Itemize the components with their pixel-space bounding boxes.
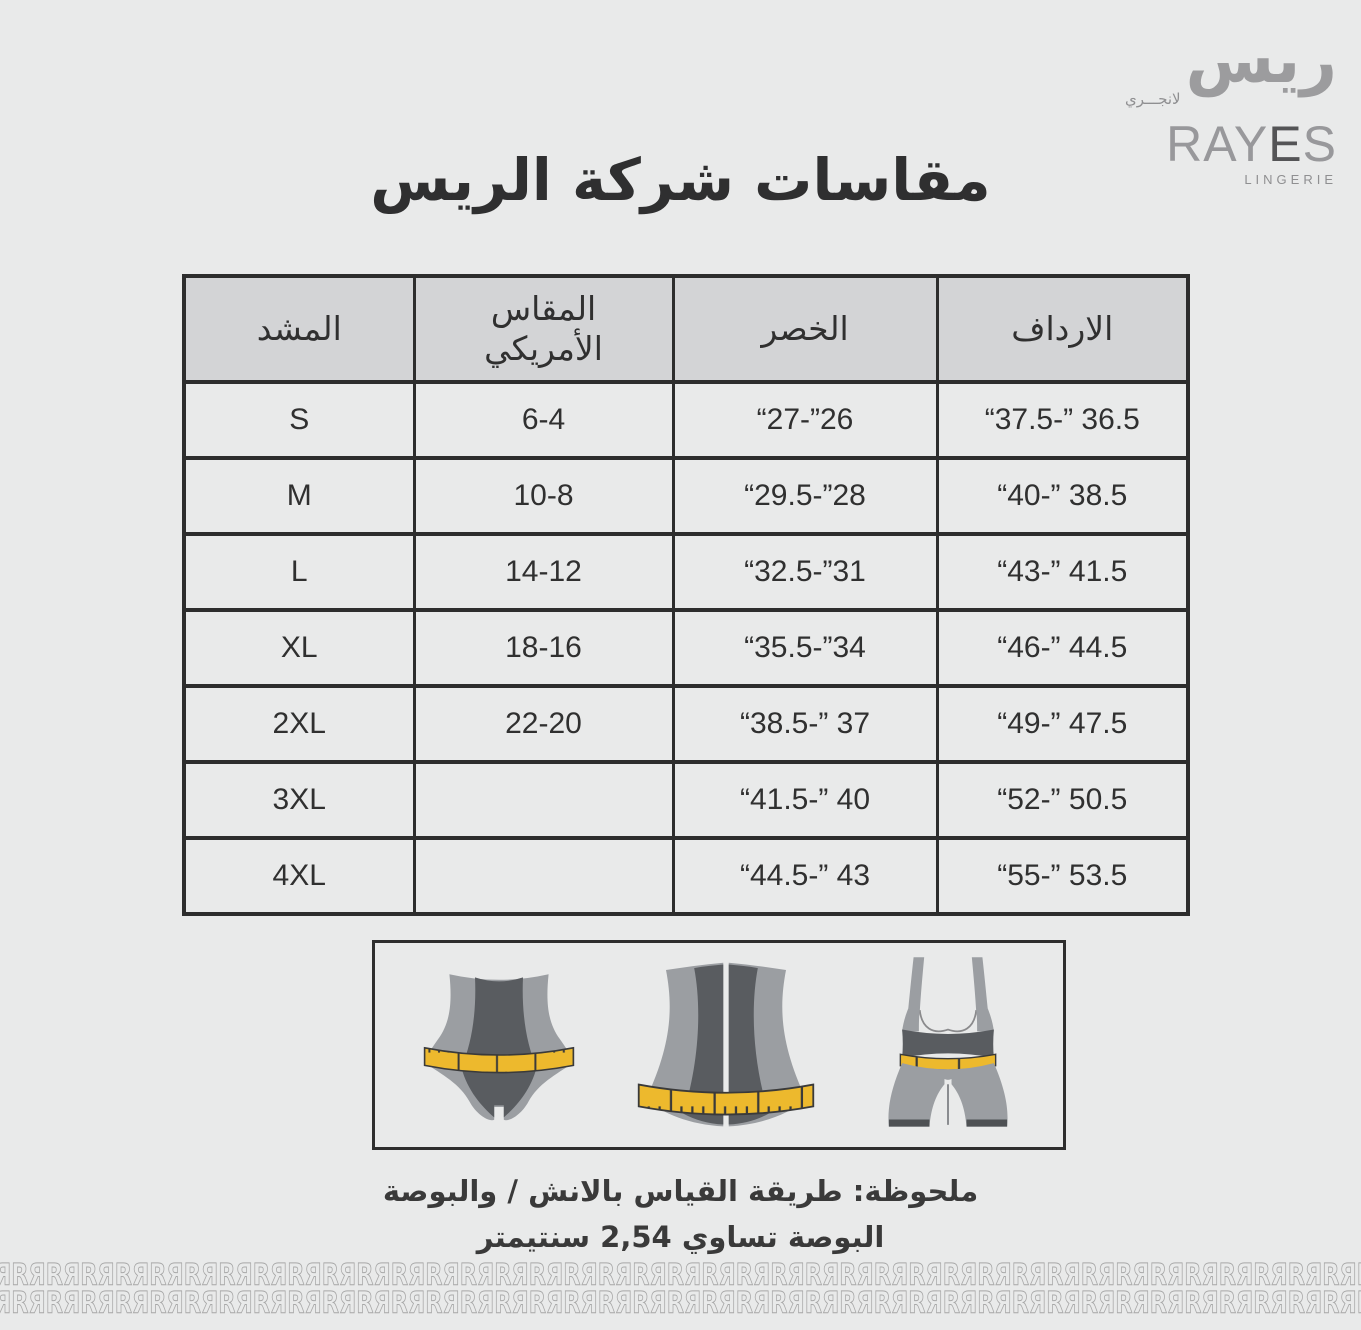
col-header-hips: الارداف — [935, 274, 1190, 384]
table-row-3xl: “52-” 50.5 “41.5-” 40 3XL — [182, 760, 1190, 840]
footer-logo-pattern: ЯRЯRЯRЯRЯRЯRЯRЯRЯRЯRЯRЯRЯRЯRЯRЯRЯRЯRЯRЯR… — [0, 1258, 1361, 1322]
cell-hips: “52-” 50.5 — [935, 760, 1190, 840]
table-row-4xl: “55-” 53.5 “44.5-” 43 4XL — [182, 836, 1190, 916]
garment-illustrations-box — [372, 940, 1066, 1150]
full-body-shaper-illustration — [888, 957, 1008, 1127]
cell-shaper-size: 4XL — [182, 836, 416, 916]
logo-wordmark-pre: RAY — [1166, 116, 1269, 172]
cell-hips: “40-” 38.5 — [935, 456, 1190, 536]
cell-shaper-size: L — [182, 532, 416, 612]
cell-shaper-size: 2XL — [182, 684, 416, 764]
page-title: مقاسات شركة الريس — [370, 146, 991, 214]
cell-us-size — [412, 836, 675, 916]
table-row-m: “40-” 38.5 “29.5-”28 10-8 M — [182, 456, 1190, 536]
logo-wordmark-accent: E — [1268, 116, 1303, 172]
cell-hips: “43-” 41.5 — [935, 532, 1190, 612]
cell-waist: “32.5-”31 — [671, 532, 939, 612]
pattern-row-2: ЯRЯRЯRЯRЯRЯRЯRЯRЯRЯRЯRЯRЯRЯRЯRЯRЯRЯRЯRЯR… — [0, 1286, 1361, 1321]
table-row-s: “37.5-” 36.5 “27-”26 6-4 S — [182, 380, 1190, 460]
col-header-hips-label: الارداف — [1011, 309, 1114, 349]
cell-hips: “55-” 53.5 — [935, 836, 1190, 916]
cell-waist: “44.5-” 43 — [671, 836, 939, 916]
col-header-us-size: المقاس الأمريكي — [412, 274, 675, 384]
rayes-logo: ريس لانجـــري RAYES LINGERIE — [1125, 26, 1337, 187]
cell-waist: “27-”26 — [671, 380, 939, 460]
col-header-waist: الخصر — [671, 274, 939, 384]
cell-shaper-size: S — [182, 380, 416, 460]
cell-us-size: 22-20 — [412, 684, 675, 764]
table-row-l: “43-” 41.5 “32.5-”31 14-12 L — [182, 532, 1190, 612]
cell-us-size: 14-12 — [412, 532, 675, 612]
cell-hips: “46-” 44.5 — [935, 608, 1190, 688]
logo-arabic-mark: ريس — [1185, 24, 1337, 98]
logo-wordmark-post: S — [1302, 116, 1337, 172]
high-waist-panty-illustration — [423, 974, 575, 1121]
table-row-2xl: “49-” 47.5 “38.5-” 37 22-20 2XL — [182, 684, 1190, 764]
cell-us-size — [412, 760, 675, 840]
cell-shaper-size: XL — [182, 608, 416, 688]
cell-waist: “41.5-” 40 — [671, 760, 939, 840]
cell-us-size: 10-8 — [412, 456, 675, 536]
logo-lingerie-label: LINGERIE — [1244, 172, 1337, 187]
cell-hips: “49-” 47.5 — [935, 684, 1190, 764]
col-header-shaper-label: المشد — [256, 309, 342, 349]
table-header-row: الارداف الخصر المقاس الأمريكي المشد — [182, 274, 1190, 384]
waist-corset-illustration — [637, 962, 815, 1127]
logo-wordmark: RAYES — [1125, 116, 1337, 172]
cell-us-size: 6-4 — [412, 380, 675, 460]
cell-waist: “29.5-”28 — [671, 456, 939, 536]
col-header-us-size-label: المقاس الأمريكي — [484, 289, 603, 368]
col-header-waist-label: الخصر — [761, 309, 849, 349]
col-header-shaper: المشد — [182, 274, 416, 384]
note-line-1: ملحوظة: طريقة القياس بالانش / والبوصة — [382, 1174, 979, 1208]
cell-us-size: 18-16 — [412, 608, 675, 688]
logo-arabic-subtitle: لانجـــري — [1125, 90, 1181, 108]
cell-hips: “37.5-” 36.5 — [935, 380, 1190, 460]
size-table: الارداف الخصر المقاس الأمريكي المشد “37.… — [182, 274, 1190, 916]
cell-shaper-size: M — [182, 456, 416, 536]
cell-waist: “38.5-” 37 — [671, 684, 939, 764]
table-row-xl: “46-” 44.5 “35.5-”34 18-16 XL — [182, 608, 1190, 688]
cell-waist: “35.5-”34 — [671, 608, 939, 688]
cell-shaper-size: 3XL — [182, 760, 416, 840]
pattern-row-1: ЯRЯRЯRЯRЯRЯRЯRЯRЯRЯRЯRЯRЯRЯRЯRЯRЯRЯRЯRЯR… — [0, 1258, 1361, 1293]
note-line-2: البوصة تساوي 2,54 سنتيمتر — [476, 1220, 885, 1254]
measurement-note: ملحوظة: طريقة القياس بالانش / والبوصة ال… — [0, 1168, 1361, 1260]
